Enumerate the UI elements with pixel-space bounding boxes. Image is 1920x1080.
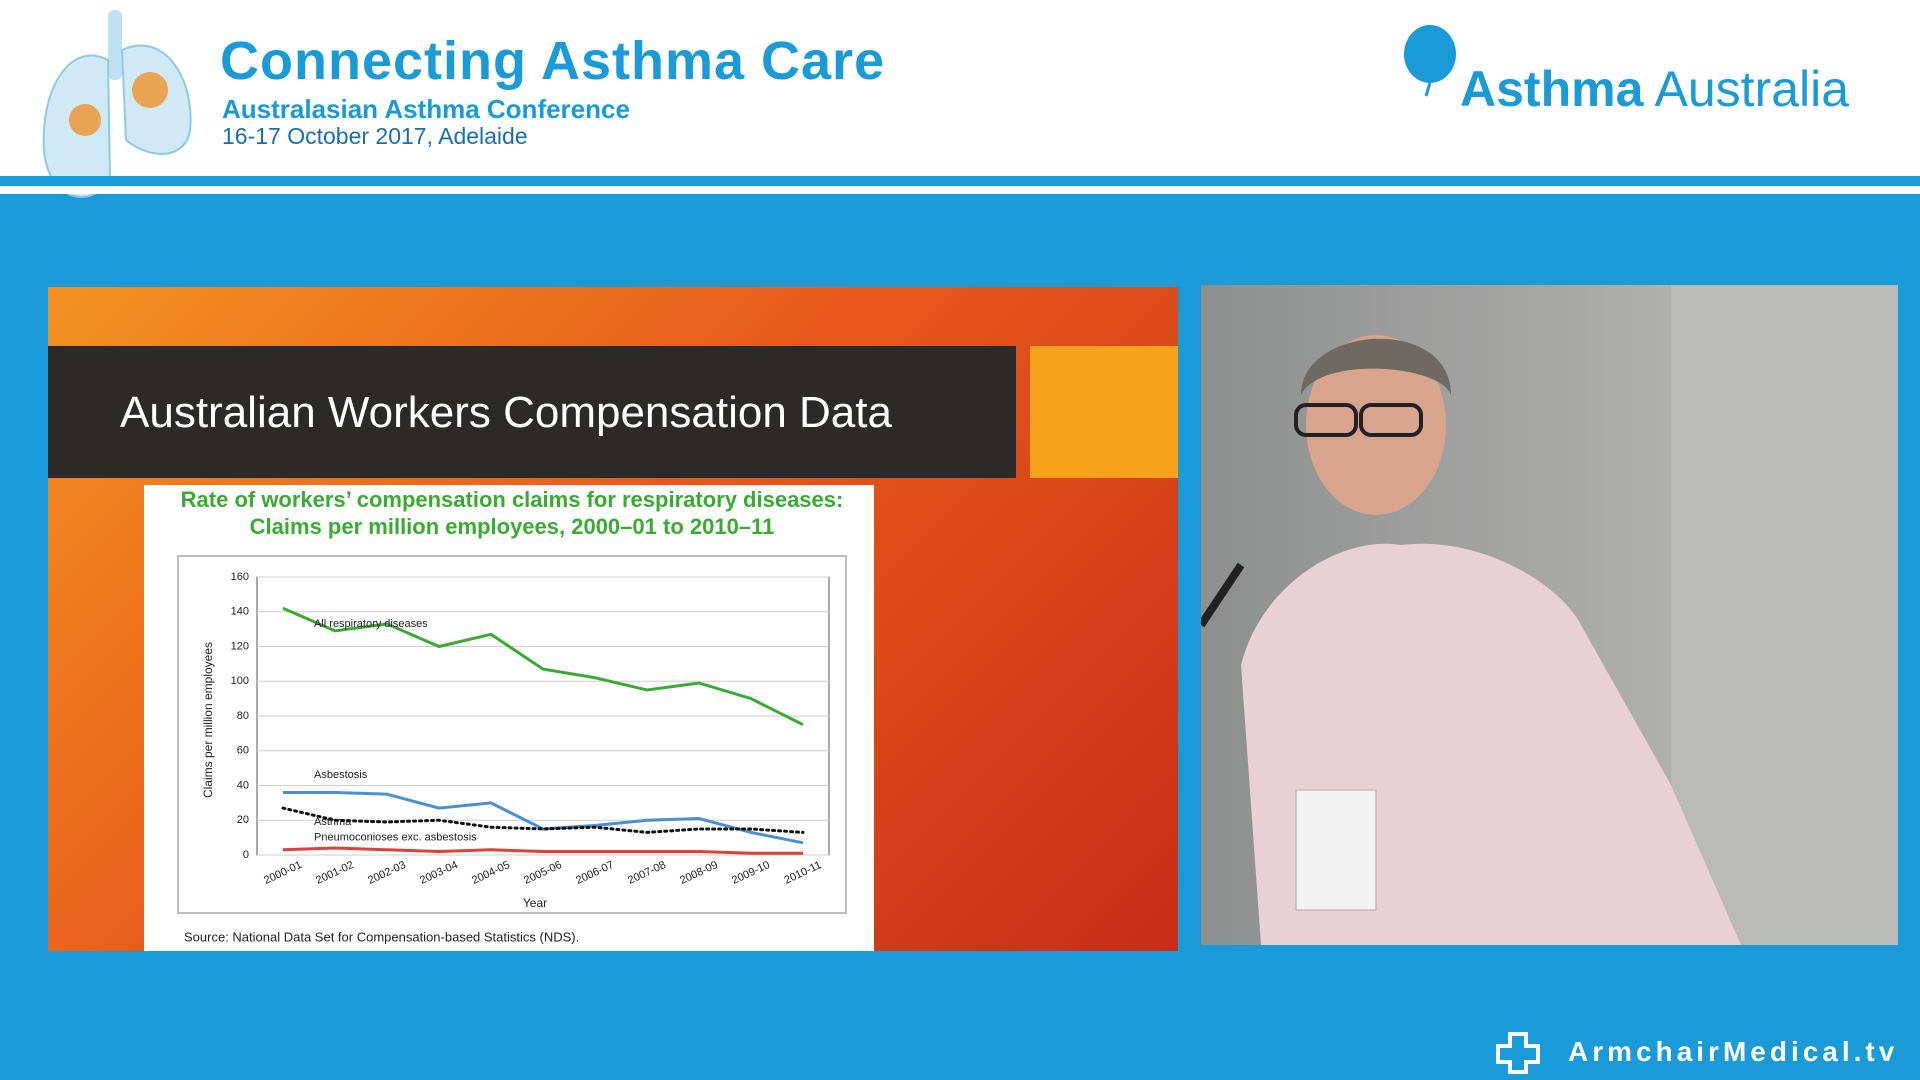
y-tick-label: 0 — [243, 849, 249, 861]
chart: Rate of workers’ compensation claims for… — [144, 485, 874, 951]
series-label: Asbestosis — [314, 769, 368, 781]
series-label: Asthma — [314, 816, 352, 828]
brand-light: Australia — [1654, 61, 1850, 117]
y-tick-label: 20 — [237, 814, 249, 826]
conference-date: 16-17 October 2017, Adelaide — [222, 123, 528, 149]
series-line — [283, 790, 804, 845]
chart-source: Source: National Data Set for Compensati… — [184, 929, 579, 944]
series-line — [282, 846, 803, 855]
speaker-video — [1197, 285, 1898, 945]
y-tick-label: 140 — [231, 606, 249, 618]
brand-bold: Asthma — [1460, 61, 1644, 117]
armchair-icon — [1496, 1032, 1540, 1074]
conference-subtitle: Australasian Asthma Conference — [222, 94, 630, 124]
footer-brand: ArmchairMedical.tv — [1568, 1036, 1899, 1067]
series-label: All respiratory diseases — [314, 618, 428, 630]
x-axis-label: Year — [523, 896, 547, 910]
balloon-icon — [1404, 25, 1456, 97]
chart-subtitle: Claims per million employees, 2000–01 to… — [250, 514, 775, 539]
brand-logo: Asthma Australia — [1460, 60, 1849, 118]
chart-frame — [177, 555, 847, 914]
slide-accent — [1030, 346, 1178, 478]
slide-title: Australian Workers Compensation Data — [120, 388, 892, 437]
y-tick-label: 120 — [231, 640, 249, 652]
slide-title-bar — [48, 346, 1016, 478]
y-tick-label: 160 — [231, 571, 249, 583]
y-tick-label: 80 — [237, 710, 249, 722]
header-stripe — [0, 176, 1920, 186]
y-tick-label: 40 — [237, 779, 249, 791]
y-tick-label: 60 — [237, 745, 249, 757]
lungs-logo — [42, 10, 192, 198]
chart-title: Rate of workers’ compensation claims for… — [181, 487, 844, 512]
y-tick-label: 100 — [231, 675, 249, 687]
series-line — [282, 606, 804, 727]
conference-title: Connecting Asthma Care — [220, 31, 886, 91]
header — [0, 0, 1920, 176]
series-label: Pneumoconioses exc. asbestosis — [314, 832, 477, 844]
header-stripe-white — [0, 186, 1920, 194]
speaker-figure — [1197, 285, 1898, 945]
y-axis-label: Claims per million employees — [201, 642, 215, 798]
